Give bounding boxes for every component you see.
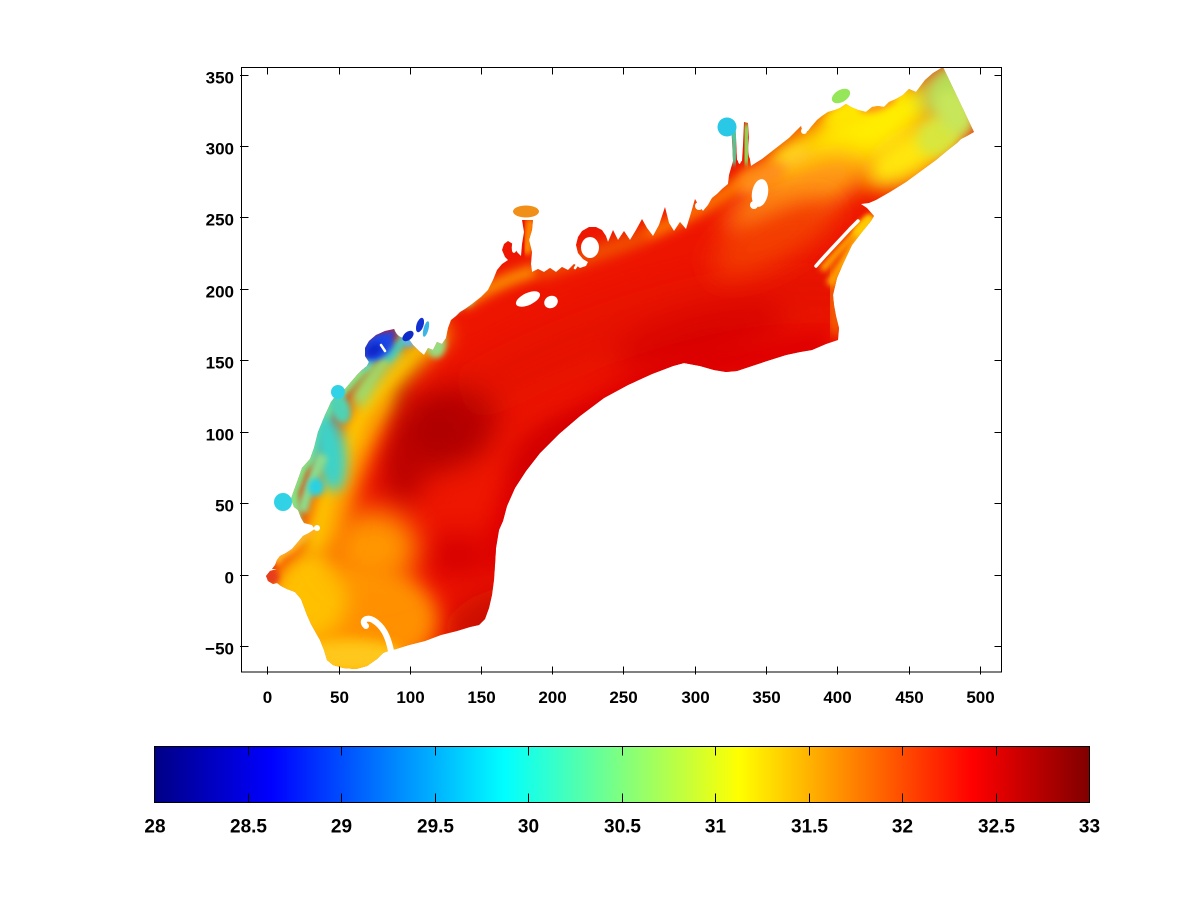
svg-text:400: 400 [823, 688, 851, 707]
svg-text:350: 350 [206, 69, 234, 88]
svg-text:−50: −50 [205, 640, 234, 659]
svg-text:300: 300 [206, 140, 234, 159]
svg-text:30.5: 30.5 [604, 817, 641, 838]
svg-text:29.5: 29.5 [417, 817, 454, 838]
svg-text:100: 100 [206, 426, 234, 445]
svg-text:200: 200 [538, 688, 566, 707]
svg-text:500: 500 [966, 688, 994, 707]
svg-text:300: 300 [681, 688, 709, 707]
svg-text:50: 50 [215, 497, 234, 516]
svg-text:0: 0 [225, 569, 234, 588]
svg-text:50: 50 [330, 688, 349, 707]
svg-text:30: 30 [518, 817, 539, 838]
svg-text:31: 31 [705, 817, 727, 838]
svg-text:350: 350 [752, 688, 780, 707]
svg-text:100: 100 [396, 688, 424, 707]
svg-text:450: 450 [895, 688, 923, 707]
svg-text:32: 32 [892, 817, 913, 838]
svg-text:32.5: 32.5 [978, 817, 1015, 838]
svg-text:200: 200 [206, 283, 234, 302]
svg-text:33: 33 [1079, 817, 1100, 838]
svg-text:0: 0 [263, 688, 272, 707]
svg-text:250: 250 [206, 211, 234, 230]
svg-text:28.5: 28.5 [230, 817, 267, 838]
svg-text:28: 28 [144, 817, 165, 838]
svg-text:29: 29 [331, 817, 352, 838]
svg-text:150: 150 [206, 354, 234, 373]
svg-text:250: 250 [609, 688, 637, 707]
svg-text:31.5: 31.5 [791, 817, 828, 838]
svg-text:150: 150 [467, 688, 495, 707]
